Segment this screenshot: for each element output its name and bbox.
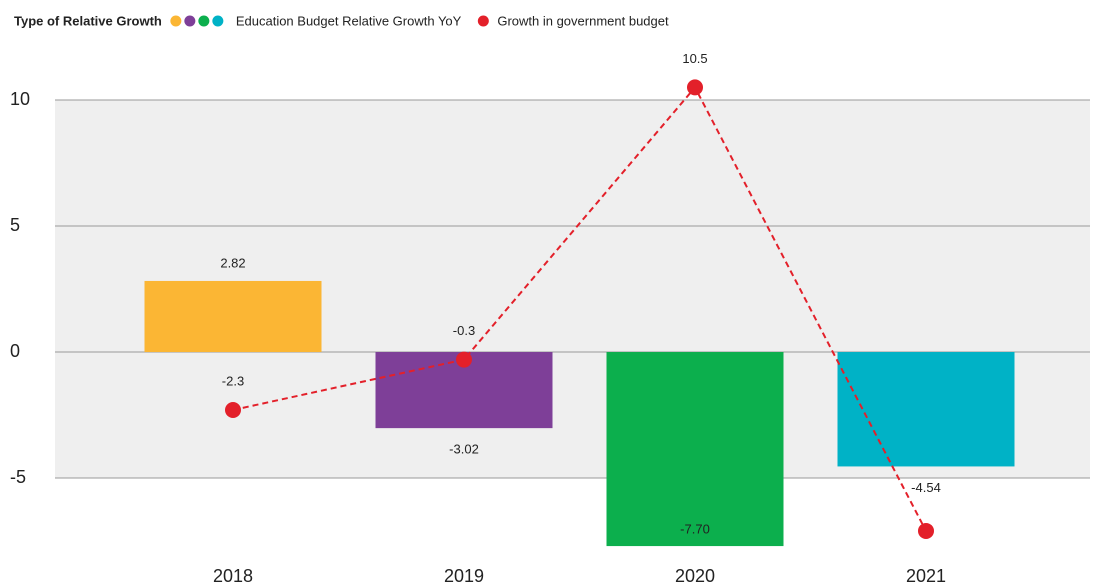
legend-swatch [184, 15, 196, 27]
y-tick-label: 0 [10, 341, 20, 361]
y-tick-label: 5 [10, 215, 20, 235]
line [232, 85, 927, 532]
data-label: -4.54 [911, 480, 941, 495]
legend-label: Growth in government budget [497, 13, 669, 28]
point [687, 79, 703, 96]
data-label: -2.3 [222, 373, 244, 388]
legend-swatch [212, 15, 224, 27]
x-tick-label: 2020 [675, 566, 715, 586]
data-label: 2.82 [220, 255, 245, 270]
legend-swatch [198, 15, 210, 27]
data-label: -0.3 [453, 323, 475, 338]
bar [144, 280, 322, 353]
data-label: -7.70 [680, 522, 710, 537]
x-tick-label: 2019 [444, 566, 484, 586]
legend-swatch [477, 15, 489, 27]
bar [837, 352, 1015, 467]
x-tick-label: 2018 [213, 566, 253, 586]
y-tick-label: 10 [10, 89, 30, 109]
y-tick-label: -5 [10, 467, 26, 487]
x-tick-label: 2021 [906, 566, 946, 586]
point [456, 351, 472, 368]
legend-swatch [170, 15, 182, 27]
point [918, 522, 934, 539]
legend-label: Education Budget Relative Growth YoY [236, 13, 462, 28]
data-label: -3.02 [449, 442, 479, 457]
data-label: 10.5 [682, 51, 707, 66]
point [225, 401, 241, 418]
legend-title: Type of Relative Growth [14, 13, 162, 28]
bar [606, 352, 784, 547]
